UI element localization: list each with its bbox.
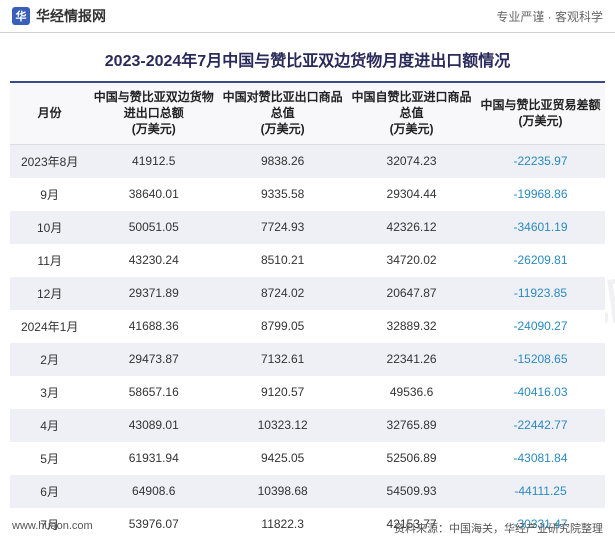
cell-total: 43230.24: [89, 244, 218, 277]
cell-import: 22341.26: [347, 343, 476, 376]
cell-total: 50051.05: [89, 211, 218, 244]
footer-source: 资料来源：中国海关，华经产业研究院整理: [394, 520, 603, 536]
content-area: 2023-2024年7月中国与赞比亚双边货物月度进出口额情况 月份 中国与赞比亚…: [0, 33, 615, 541]
cell-import: 49536.6: [347, 376, 476, 409]
table-row: 2024年1月41688.368799.0532889.32-24090.27: [10, 310, 605, 343]
cell-import: 34720.02: [347, 244, 476, 277]
col-header-month: 月份: [10, 83, 89, 144]
table-header: 月份 中国与赞比亚双边货物进出口总额(万美元) 中国对赞比亚出口商品总值(万美元…: [10, 83, 605, 144]
table-row: 5月61931.949425.0552506.89-43081.84: [10, 442, 605, 475]
cell-balance: -43081.84: [476, 442, 605, 475]
footer-url: www.huaon.com: [12, 520, 93, 536]
cell-balance: -22442.77: [476, 409, 605, 442]
cell-export: 9335.58: [218, 178, 347, 211]
cell-month: 10月: [10, 211, 89, 244]
cell-balance: -44111.25: [476, 475, 605, 508]
cell-export: 8724.02: [218, 277, 347, 310]
table-row: 9月38640.019335.5829304.44-19968.86: [10, 178, 605, 211]
cell-month: 11月: [10, 244, 89, 277]
cell-export: 10398.68: [218, 475, 347, 508]
table-row: 6月64908.610398.6854509.93-44111.25: [10, 475, 605, 508]
cell-month: 3月: [10, 376, 89, 409]
cell-total: 29371.89: [89, 277, 218, 310]
cell-export: 10323.12: [218, 409, 347, 442]
cell-balance: -15208.65: [476, 343, 605, 376]
cell-total: 58657.16: [89, 376, 218, 409]
cell-import: 42326.12: [347, 211, 476, 244]
site-logo-icon: 华: [12, 7, 30, 25]
cell-balance: -26209.81: [476, 244, 605, 277]
cell-export: 7724.93: [218, 211, 347, 244]
cell-export: 9425.05: [218, 442, 347, 475]
cell-import: 29304.44: [347, 178, 476, 211]
site-header: 华 华经情报网 专业严谨 · 客观科学: [0, 0, 615, 33]
cell-balance: -22235.97: [476, 144, 605, 178]
col-header-total: 中国与赞比亚双边货物进出口总额(万美元): [89, 83, 218, 144]
cell-month: 9月: [10, 178, 89, 211]
cell-month: 2024年1月: [10, 310, 89, 343]
table-row: 4月43089.0110323.1232765.89-22442.77: [10, 409, 605, 442]
cell-month: 5月: [10, 442, 89, 475]
cell-balance: -11923.85: [476, 277, 605, 310]
page-title: 2023-2024年7月中国与赞比亚双边货物月度进出口额情况: [10, 41, 605, 83]
table-row: 10月50051.057724.9342326.12-34601.19: [10, 211, 605, 244]
cell-export: 7132.61: [218, 343, 347, 376]
col-header-export: 中国对赞比亚出口商品总值(万美元): [218, 83, 347, 144]
cell-import: 20647.87: [347, 277, 476, 310]
cell-import: 52506.89: [347, 442, 476, 475]
table-row: 2023年8月41912.59838.2632074.23-22235.97: [10, 144, 605, 178]
header-left: 华 华经情报网: [12, 6, 106, 26]
cell-import: 32074.23: [347, 144, 476, 178]
footer: www.huaon.com 资料来源：中国海关，华经产业研究院整理: [0, 520, 615, 536]
cell-total: 64908.6: [89, 475, 218, 508]
cell-month: 12月: [10, 277, 89, 310]
cell-balance: -34601.19: [476, 211, 605, 244]
cell-total: 61931.94: [89, 442, 218, 475]
table-row: 3月58657.169120.5749536.6-40416.03: [10, 376, 605, 409]
cell-month: 2023年8月: [10, 144, 89, 178]
table-row: 11月43230.248510.2134720.02-26209.81: [10, 244, 605, 277]
cell-month: 2月: [10, 343, 89, 376]
cell-import: 32765.89: [347, 409, 476, 442]
cell-balance: -24090.27: [476, 310, 605, 343]
col-header-balance: 中国与赞比亚贸易差额(万美元): [476, 83, 605, 144]
col-header-import: 中国自赞比亚进口商品总值(万美元): [347, 83, 476, 144]
table-row: 12月29371.898724.0220647.87-11923.85: [10, 277, 605, 310]
site-tagline: 专业严谨 · 客观科学: [496, 8, 603, 25]
cell-total: 29473.87: [89, 343, 218, 376]
cell-export: 8510.21: [218, 244, 347, 277]
table-body: 2023年8月41912.59838.2632074.23-22235.979月…: [10, 144, 605, 541]
cell-export: 8799.05: [218, 310, 347, 343]
cell-month: 6月: [10, 475, 89, 508]
cell-balance: -19968.86: [476, 178, 605, 211]
cell-month: 4月: [10, 409, 89, 442]
cell-export: 9120.57: [218, 376, 347, 409]
cell-import: 54509.93: [347, 475, 476, 508]
cell-total: 43089.01: [89, 409, 218, 442]
table-row: 2月29473.877132.6122341.26-15208.65: [10, 343, 605, 376]
cell-total: 41688.36: [89, 310, 218, 343]
cell-export: 9838.26: [218, 144, 347, 178]
cell-balance: -40416.03: [476, 376, 605, 409]
site-name: 华经情报网: [36, 6, 106, 26]
cell-total: 38640.01: [89, 178, 218, 211]
data-table: 月份 中国与赞比亚双边货物进出口总额(万美元) 中国对赞比亚出口商品总值(万美元…: [10, 83, 605, 541]
cell-import: 32889.32: [347, 310, 476, 343]
cell-total: 41912.5: [89, 144, 218, 178]
